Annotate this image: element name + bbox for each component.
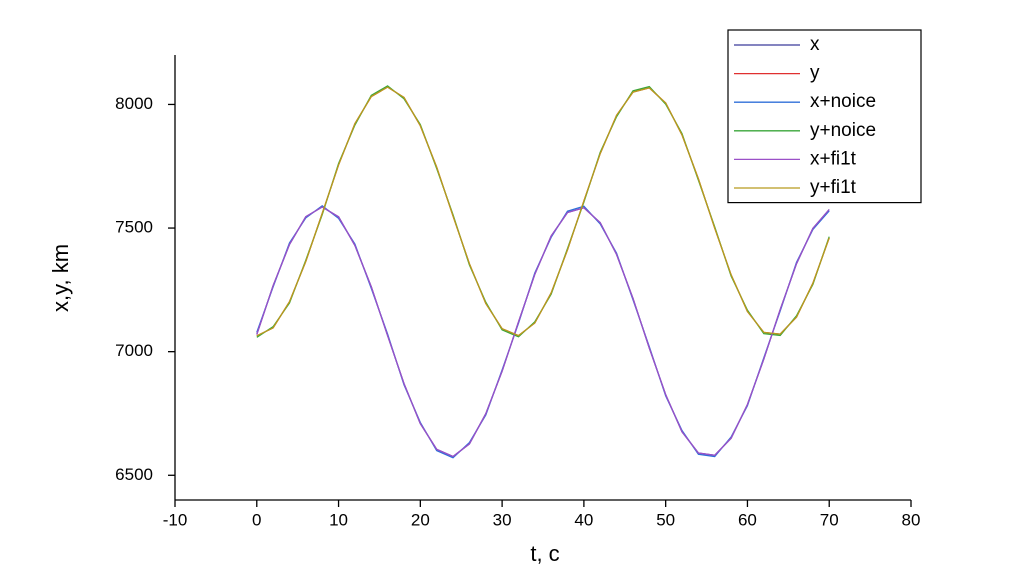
x-tick-label: 30 xyxy=(493,510,512,529)
y-tick-label: 7000 xyxy=(115,341,153,360)
legend-label: y+fi1t xyxy=(810,177,857,198)
legend-box xyxy=(727,29,922,204)
x-axis-label: t, c xyxy=(530,541,559,566)
y-tick-label: 8000 xyxy=(115,94,153,113)
legend-label: x+noice xyxy=(810,91,876,112)
legend-label: x+fi1t xyxy=(810,148,857,169)
x-tick-label: 20 xyxy=(411,510,430,529)
x-tick-label: 60 xyxy=(738,510,757,529)
legend-label: y xyxy=(810,63,820,84)
x-tick-label: 10 xyxy=(329,510,348,529)
series-line xyxy=(256,206,830,458)
y-tick-label: 7500 xyxy=(115,218,153,237)
series-line xyxy=(256,206,830,458)
x-tick-label: 0 xyxy=(252,510,261,529)
x-tick-label: 40 xyxy=(574,510,593,529)
series-line xyxy=(256,204,830,459)
x-tick-label: 70 xyxy=(820,510,839,529)
y-axis-label: x,y, km xyxy=(48,244,73,312)
legend: xy x+noice y+noice x+fi1t y+fi1t xyxy=(727,29,922,204)
x-tick-label: 50 xyxy=(656,510,675,529)
series-line xyxy=(256,86,830,337)
legend-label: y+noice xyxy=(810,120,876,141)
x-tick-label: 80 xyxy=(902,510,921,529)
y-tick-label: 6500 xyxy=(115,465,153,484)
x-tick-label: -10 xyxy=(163,510,188,529)
legend-label: x xyxy=(810,34,820,55)
